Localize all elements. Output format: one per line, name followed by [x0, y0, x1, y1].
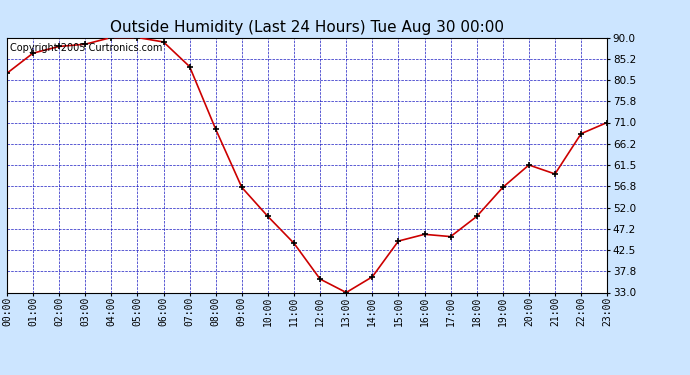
Title: Outside Humidity (Last 24 Hours) Tue Aug 30 00:00: Outside Humidity (Last 24 Hours) Tue Aug… [110, 20, 504, 35]
Text: Copyright 2005 Curtronics.com: Copyright 2005 Curtronics.com [10, 43, 162, 52]
